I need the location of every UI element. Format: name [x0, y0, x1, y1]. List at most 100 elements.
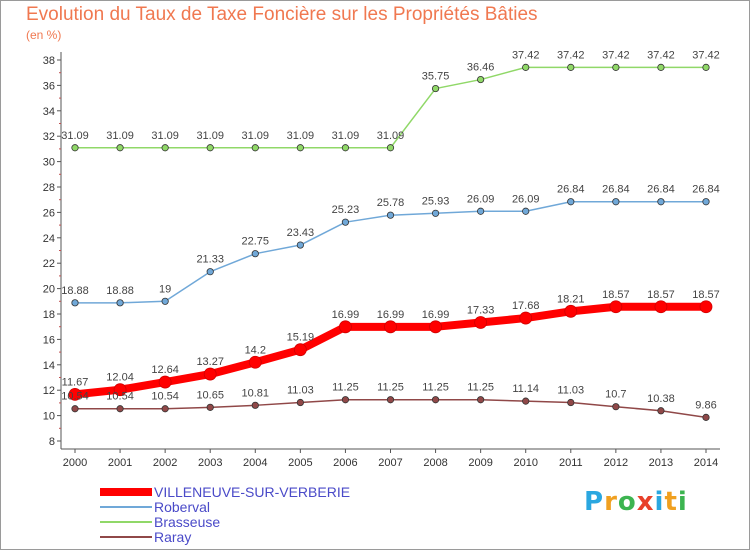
data-label: 16.99: [422, 309, 450, 321]
data-label: 18.57: [602, 289, 630, 301]
data-point: [477, 75, 485, 84]
data-label: 18.21: [557, 293, 585, 305]
data-label: 26.09: [512, 193, 540, 205]
data-point: [161, 144, 169, 152]
data-label: 26.84: [692, 184, 720, 196]
data-label: 11.25: [467, 382, 494, 394]
legend-item: Roberval: [100, 498, 350, 515]
data-point: [477, 396, 485, 404]
data-label: 11.25: [377, 382, 404, 394]
data-label: 13.27: [196, 356, 224, 368]
data-label: 11.03: [287, 385, 314, 397]
y-tick-label: 12: [43, 385, 55, 397]
data-label: 16.99: [332, 309, 360, 321]
data-point: [654, 300, 668, 314]
data-label: 17.68: [512, 300, 540, 312]
data-label: 31.09: [196, 130, 224, 142]
y-tick-label: 10: [43, 411, 55, 423]
data-point: [296, 144, 304, 152]
data-label: 26.84: [557, 184, 585, 196]
data-label: 18.57: [692, 289, 720, 301]
logo-letter: t: [664, 487, 678, 517]
data-point: [522, 397, 530, 405]
logo-letter: o: [617, 487, 637, 517]
data-point: [567, 398, 575, 407]
data-point: [609, 300, 623, 314]
y-tick-label: 20: [43, 284, 55, 296]
data-point: [431, 84, 440, 93]
legend-label: Roberval: [154, 498, 211, 515]
data-point: [699, 300, 713, 314]
data-point: [429, 320, 442, 334]
data-point: [431, 209, 440, 217]
x-tick-label: 2009: [468, 457, 492, 469]
data-point: [474, 316, 488, 329]
data-label: 11.03: [557, 385, 584, 397]
y-tick-label: 18: [43, 309, 55, 321]
data-label: 22.75: [242, 236, 270, 248]
data-point: [116, 144, 124, 152]
data-label: 16.99: [377, 309, 405, 321]
legend-swatch: [100, 487, 152, 496]
data-point: [341, 218, 350, 226]
data-point: [612, 403, 620, 411]
legend-swatch: [100, 520, 152, 523]
data-label: 10.81: [242, 387, 270, 399]
data-point: [116, 405, 124, 413]
data-point: [293, 343, 307, 357]
data-label: 25.93: [422, 195, 450, 207]
data-point: [519, 311, 533, 325]
legend-swatch: [100, 535, 152, 538]
y-tick-label: 36: [43, 80, 55, 92]
data-label: 31.09: [287, 130, 315, 142]
data-label: 25.78: [377, 197, 405, 209]
data-label: 15.19: [287, 332, 315, 344]
x-tick-label: 2000: [63, 457, 87, 469]
x-tick-label: 2014: [694, 457, 718, 469]
data-point: [71, 405, 79, 413]
y-tick-label: 16: [43, 334, 55, 346]
data-label: 36.46: [467, 62, 495, 74]
data-label: 18.57: [647, 289, 675, 301]
data-label: 31.09: [377, 130, 405, 142]
y-tick-label: 24: [43, 233, 55, 245]
data-point: [296, 398, 304, 407]
y-tick-label: 28: [43, 182, 55, 194]
data-point: [657, 407, 665, 415]
chart-subtitle: (en %): [26, 28, 62, 42]
x-tick-label: 2013: [649, 457, 673, 469]
data-label: 35.75: [422, 71, 450, 83]
y-tick-label: 32: [43, 131, 55, 143]
data-label: 37.42: [512, 49, 540, 61]
data-point: [203, 367, 217, 381]
data-label: 17.33: [467, 305, 495, 317]
y-tick-label: 38: [43, 55, 55, 67]
data-point: [116, 299, 124, 307]
legend-item: Brasseuse: [100, 514, 350, 530]
data-point: [206, 403, 214, 411]
data-point: [71, 299, 79, 307]
logo-letter: P: [584, 487, 605, 517]
data-label: 14.2: [245, 344, 266, 356]
y-tick-label: 22: [43, 258, 55, 270]
data-point: [522, 63, 530, 71]
data-label: 31.09: [106, 130, 134, 142]
logo-letter: i: [654, 487, 665, 517]
data-label: 26.84: [647, 184, 675, 196]
x-tick-label: 2007: [378, 457, 402, 469]
data-point: [341, 144, 350, 152]
data-point: [386, 211, 395, 219]
data-label: 37.42: [602, 49, 630, 61]
chart-legend: VILLENEUVE-SUR-VERBERIE Roberval Brasseuse…: [100, 484, 350, 545]
y-tick-label: 34: [43, 106, 55, 118]
data-label: 31.09: [61, 130, 89, 142]
data-point: [248, 355, 262, 369]
data-label: 19: [159, 283, 171, 295]
data-point: [567, 198, 575, 206]
data-point: [657, 198, 665, 206]
x-tick-label: 2012: [604, 457, 628, 469]
data-label: 11.25: [332, 382, 359, 394]
logo-letter: r: [604, 487, 618, 517]
y-tick-label: 30: [43, 157, 55, 169]
data-point: [564, 304, 578, 318]
